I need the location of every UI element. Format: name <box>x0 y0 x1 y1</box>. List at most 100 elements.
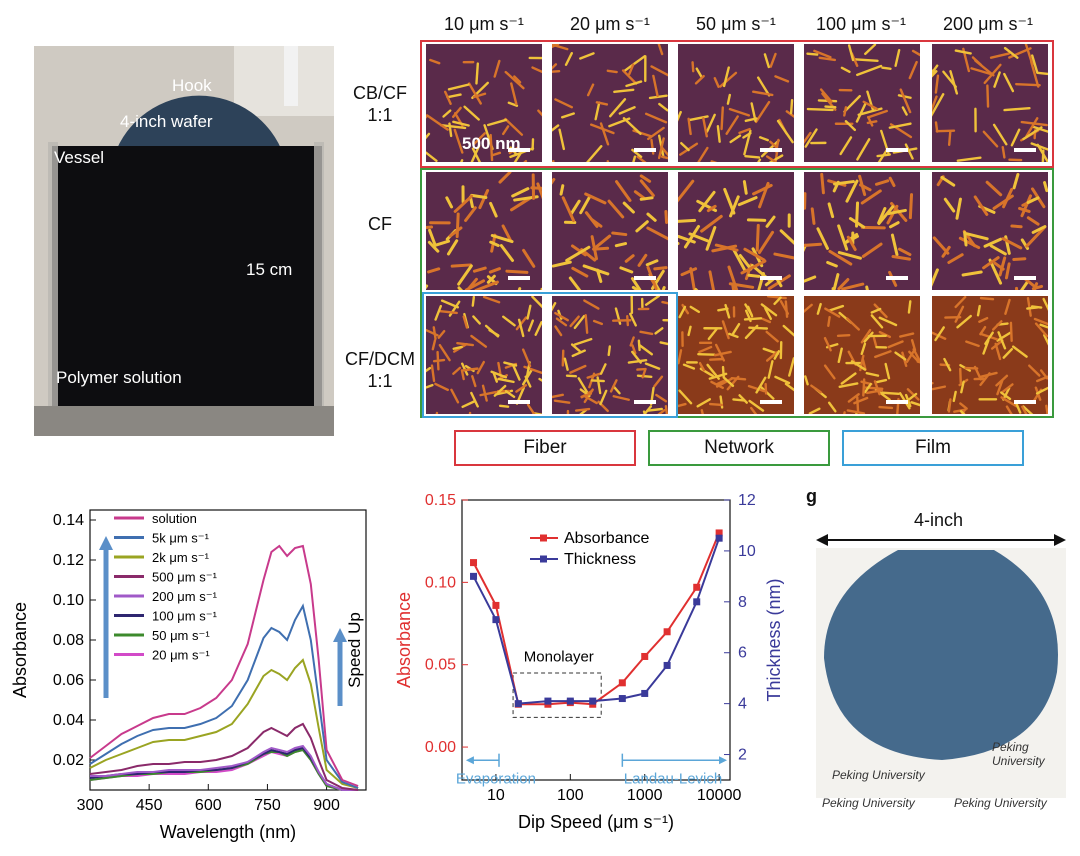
scale-bar <box>760 400 782 404</box>
legend-label: 200 μm s⁻¹ <box>152 589 218 604</box>
data-point <box>544 697 552 705</box>
wafer-photo-graphic <box>816 534 1066 798</box>
x-tick-label: 10000 <box>697 787 742 804</box>
y-tick-label: 0.12 <box>53 552 84 569</box>
scale-bar <box>1014 148 1036 152</box>
y-tick-label: 0.10 <box>425 574 456 591</box>
monolayer-box <box>512 672 602 718</box>
afm-image <box>678 296 794 414</box>
watermark-text: Peking University <box>822 796 915 810</box>
data-point <box>641 689 649 697</box>
x-tick-label: 300 <box>77 797 104 814</box>
spectrum-line <box>89 603 359 789</box>
speed-up-label: Speed Up <box>345 612 364 688</box>
scale-bar <box>634 148 656 152</box>
data-point <box>693 598 701 606</box>
data-point <box>693 583 701 591</box>
solvent-label: CF/DCM 1:1 <box>345 349 415 391</box>
afm-image <box>932 44 1048 162</box>
scale-bar <box>1014 400 1036 404</box>
y2-tick-label: 4 <box>738 696 747 713</box>
data-point <box>492 601 500 609</box>
y2-tick-label: 10 <box>738 543 756 560</box>
dip-coating-photo: Hook 4-inch wafer Vessel 15 cm Polymer s… <box>34 46 334 436</box>
watermark-text: Peking University <box>832 768 925 782</box>
speed-label: 20 μm s⁻¹ <box>570 14 650 34</box>
data-point <box>618 695 626 703</box>
solvent-label: CF <box>368 214 392 234</box>
fiber-region-box <box>420 40 1054 168</box>
afm-image <box>426 296 542 414</box>
data-point <box>641 652 649 660</box>
scale-label: 500 nm <box>462 134 521 153</box>
scale-bar <box>508 400 530 404</box>
data-point <box>663 661 671 669</box>
scale-bar <box>634 276 656 280</box>
data-point <box>492 616 500 624</box>
vessel-label: Vessel <box>54 148 105 167</box>
afm-image <box>804 296 920 414</box>
fiber-legend: Fiber <box>454 430 636 466</box>
data-point <box>470 572 478 580</box>
x-tick-label: 1000 <box>627 787 663 804</box>
afm-image <box>552 172 668 290</box>
scale-bar <box>886 148 908 152</box>
speed-label: 100 μm s⁻¹ <box>816 14 906 34</box>
plot-frame <box>461 499 731 781</box>
afm-image <box>678 44 794 162</box>
solution-label: Polymer solution <box>56 368 182 387</box>
x-axis-label: Dip Speed (μm s⁻¹) <box>518 812 674 832</box>
scale-bar <box>508 276 530 280</box>
size-label: 4-inch <box>914 510 964 530</box>
scale-bar <box>760 276 782 280</box>
afm-image <box>678 172 794 290</box>
wafer-disk <box>824 550 1058 760</box>
afm-image <box>932 296 1048 414</box>
scale-bar <box>634 400 656 404</box>
vessel-shape <box>52 146 322 426</box>
afm-image <box>552 296 668 414</box>
spectrum-line <box>89 544 359 787</box>
dip-speed-chart: 10 100 1000 10000 0.00 0.05 0.10 0.15 2 4 6 8 10 12 Di… <box>394 492 784 832</box>
data-point <box>566 697 574 705</box>
legend-label: 20 μm s⁻¹ <box>152 648 210 663</box>
y-tick-label: 0.02 <box>53 752 84 769</box>
scale-bar <box>886 276 908 280</box>
film-region-box <box>422 292 678 418</box>
data-point <box>715 534 723 542</box>
x-tick-label: 750 <box>254 797 281 814</box>
x-tick-label: 450 <box>136 797 163 814</box>
apparatus-illustration <box>34 46 334 436</box>
x-tick-label: 600 <box>195 797 222 814</box>
scale-bar <box>508 148 530 152</box>
landau-levich-label: Landau-Levich <box>624 770 722 787</box>
absorption-spectra-chart: 300 450 600 750 900 0.02 0.04 0.06 0.08 0.10 0.12 0… <box>10 509 367 842</box>
spectrum-line <box>90 744 359 791</box>
y-tick-label: 0.04 <box>53 712 84 729</box>
legend-label: solution <box>152 511 197 526</box>
legend-label: 2k μm s⁻¹ <box>152 550 210 565</box>
data-point <box>715 529 723 537</box>
y2-tick-label: 6 <box>738 645 747 662</box>
legend-label: 500 μm s⁻¹ <box>152 570 218 585</box>
scale-bar <box>1014 276 1036 280</box>
data-point <box>663 628 671 636</box>
solvent-label: CB/CF 1:1 <box>353 83 407 125</box>
legend-label: 100 μm s⁻¹ <box>152 609 218 624</box>
network-region-box <box>420 168 1054 418</box>
film-legend: Film <box>842 430 1024 466</box>
speed-label: 10 μm s⁻¹ <box>444 14 524 34</box>
spectrum-line <box>89 658 359 789</box>
legend-label: Thickness <box>564 551 636 568</box>
legend-label: 5k μm s⁻¹ <box>152 531 210 546</box>
monolayer-label: Monolayer <box>524 648 594 665</box>
y-tick-label: 0.14 <box>53 512 84 529</box>
scale-bar <box>886 400 908 404</box>
y-axis-label: Absorbance <box>10 602 30 698</box>
height-label: 15 cm <box>246 260 293 279</box>
y-tick-label: 0.10 <box>53 592 84 609</box>
y2-tick-label: 8 <box>738 594 747 611</box>
y2-axis-label: Thickness (nm) <box>764 578 784 701</box>
evaporation-label: Evaporation <box>456 770 536 787</box>
y-tick-label: 0.05 <box>425 657 456 674</box>
